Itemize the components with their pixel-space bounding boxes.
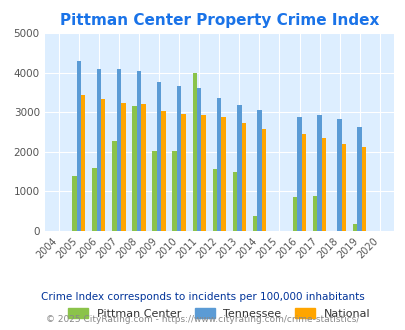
- Legend: Pittman Center, Tennessee, National: Pittman Center, Tennessee, National: [64, 304, 374, 323]
- Bar: [81, 95, 85, 231]
- Title: Pittman Center Property Crime Index: Pittman Center Property Crime Index: [60, 13, 378, 28]
- Bar: [292, 197, 296, 231]
- Bar: [217, 98, 221, 231]
- Text: © 2025 CityRating.com - https://www.cityrating.com/crime-statistics/: © 2025 CityRating.com - https://www.city…: [46, 315, 359, 324]
- Bar: [72, 176, 77, 231]
- Text: Crime Index corresponds to incidents per 100,000 inhabitants: Crime Index corresponds to incidents per…: [41, 292, 364, 302]
- Bar: [341, 144, 345, 231]
- Bar: [177, 86, 181, 231]
- Bar: [201, 115, 205, 231]
- Bar: [301, 134, 305, 231]
- Bar: [181, 114, 185, 231]
- Bar: [141, 104, 145, 231]
- Bar: [132, 106, 136, 231]
- Bar: [241, 123, 245, 231]
- Bar: [317, 115, 321, 231]
- Bar: [156, 82, 161, 231]
- Bar: [256, 110, 261, 231]
- Bar: [252, 216, 256, 231]
- Bar: [361, 147, 365, 231]
- Bar: [152, 151, 156, 231]
- Bar: [77, 61, 81, 231]
- Bar: [221, 117, 225, 231]
- Bar: [96, 69, 101, 231]
- Bar: [321, 138, 325, 231]
- Bar: [196, 88, 201, 231]
- Bar: [101, 99, 105, 231]
- Bar: [116, 69, 121, 231]
- Bar: [112, 141, 116, 231]
- Bar: [232, 172, 237, 231]
- Bar: [172, 151, 177, 231]
- Bar: [212, 169, 217, 231]
- Bar: [161, 111, 165, 231]
- Bar: [352, 224, 357, 231]
- Bar: [312, 196, 317, 231]
- Bar: [261, 129, 265, 231]
- Bar: [296, 117, 301, 231]
- Bar: [121, 103, 125, 231]
- Bar: [136, 71, 141, 231]
- Bar: [357, 127, 361, 231]
- Bar: [237, 106, 241, 231]
- Bar: [192, 73, 196, 231]
- Bar: [337, 119, 341, 231]
- Bar: [92, 168, 96, 231]
